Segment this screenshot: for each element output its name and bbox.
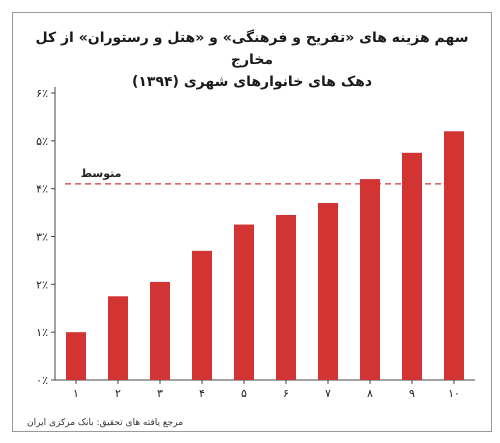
y-tick-label: ۴٪ bbox=[36, 183, 48, 196]
bar bbox=[150, 281, 170, 380]
chart-title: سهم هزینه های «تفریح و فرهنگی» و «هتل و … bbox=[35, 30, 469, 68]
source-note: مرجع یافته های تحقیق: بانک مرکزی ایران bbox=[27, 418, 184, 428]
chart-title-block: سهم هزینه های «تفریح و فرهنگی» و «هتل و … bbox=[13, 27, 491, 93]
bar-chart: ۰٪ ۱٪ ۲٪ ۳٪ ۴٪ ۵٪ ۶٪ ۱ ۲ ۳ ۴ ۵ ۶ ۷ ۸ ۹ ۱۰ متوسط bbox=[36, 87, 475, 400]
bar bbox=[444, 131, 464, 380]
y-tick-label: ۳٪ bbox=[36, 231, 48, 244]
x-tick-label: ۱۰ bbox=[448, 387, 460, 400]
x-tick-label: ۴ bbox=[199, 387, 205, 400]
bar bbox=[234, 224, 254, 380]
bar bbox=[360, 179, 380, 380]
chart-frame: سهم هزینه های «تفریح و فرهنگی» و «هتل و … bbox=[12, 12, 492, 432]
x-tick-label: ۹ bbox=[409, 387, 415, 400]
bar bbox=[276, 214, 296, 380]
y-tick-label: ۲٪ bbox=[36, 278, 48, 291]
x-tick-label: ۱ bbox=[73, 387, 79, 400]
x-tick-label: ۲ bbox=[115, 387, 121, 400]
chart-subtitle: دهک های خانوارهای شهری (۱۳۹۴) bbox=[131, 74, 373, 90]
bar bbox=[402, 152, 422, 380]
bar bbox=[66, 332, 86, 380]
x-tick-label: ۳ bbox=[157, 387, 163, 400]
bar bbox=[192, 250, 212, 380]
x-tick-label: ۸ bbox=[367, 387, 373, 400]
y-tick-label: ۶٪ bbox=[36, 87, 48, 100]
y-tick-label: ۰٪ bbox=[36, 374, 48, 387]
y-tick-label: ۱٪ bbox=[36, 326, 48, 339]
x-tick-label: ۵ bbox=[241, 387, 247, 400]
bar bbox=[318, 203, 338, 380]
x-tick-label: ۶ bbox=[283, 387, 289, 400]
y-tick-label: ۵٪ bbox=[36, 135, 48, 148]
x-tick-label: ۷ bbox=[325, 387, 331, 400]
average-label: متوسط bbox=[81, 167, 122, 180]
bar bbox=[108, 296, 128, 380]
